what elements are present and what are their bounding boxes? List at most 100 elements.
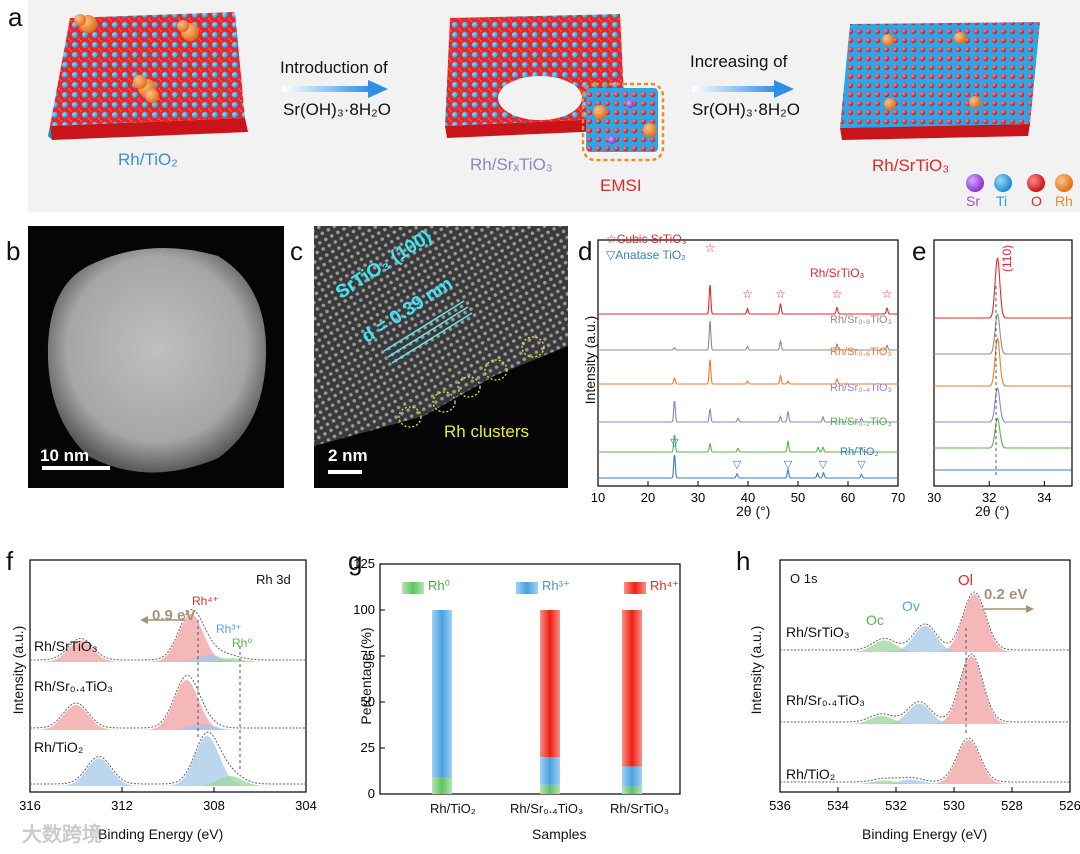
f-envelope-0	[30, 608, 305, 661]
chart-h-frame	[779, 559, 1071, 793]
f-rh4-label: Rh⁴⁺	[192, 594, 219, 608]
f-rh3-label: Rh³⁺	[216, 622, 242, 636]
step1-line2: Sr(OH)₃·8H₂O	[283, 100, 391, 119]
label-rh-srtio3: Rh/SrTiO₃	[872, 156, 950, 175]
panel-a-schematic	[48, 12, 1073, 192]
d-series-label-sr06: Rh/Sr₀.₆TiO₃	[830, 346, 892, 358]
chart-e-xrd-zoom: 30 32 34	[928, 239, 1073, 505]
f-component-1-1	[30, 705, 306, 730]
e-xtick-label-0: 30	[928, 490, 941, 505]
g-ytick-label-3: 75	[361, 648, 375, 663]
h-component-2-1	[780, 779, 1070, 784]
d-srtio3-marker-0: ☆	[705, 241, 716, 255]
f-component-2-2	[30, 776, 306, 786]
e-series-line-1	[934, 313, 1072, 355]
f-xtick-label-1: 312	[111, 798, 133, 813]
d-legend-srtio3-text: Cubic SrTiO₃	[616, 232, 687, 246]
chart-f-xps-rh3d: 316 312 308 304	[19, 559, 317, 813]
chart-h-xps-o1s: 536 534 532 530 528 526	[769, 559, 1080, 813]
h-shift-arrowhead	[1026, 605, 1034, 613]
scale-bar-b: 10 nm	[40, 446, 90, 465]
step1-line1: Introduction of	[280, 58, 388, 77]
f-envelope-2	[30, 731, 305, 785]
g-ytick-label-5: 125	[353, 556, 375, 571]
d-legend-tio2-text: Anatase TiO₂	[615, 248, 686, 262]
chart-f-frame	[29, 559, 307, 793]
rh-srxtio3-slab	[445, 14, 665, 162]
panel-f-letter: f	[6, 546, 14, 576]
rh-clusters-label: Rh clusters	[444, 422, 530, 441]
d-series-line-5	[598, 455, 898, 479]
f-component-0-3	[30, 658, 306, 662]
rh-tio2-slab	[48, 12, 248, 140]
g-legend-rh4: Rh⁴⁺	[650, 578, 680, 593]
g-ytick-label-0: 0	[368, 786, 375, 801]
h-xtick-label-1: 534	[827, 798, 849, 813]
d-srtio3-marker-4: ☆	[882, 287, 893, 301]
step2-line2: Sr(OH)₃·8H₂O	[692, 100, 800, 119]
legend-ti: Ti	[996, 193, 1008, 209]
panel-b-letter: b	[6, 236, 21, 266]
label-rh-srxtio3: Rh/SrₓTiO₃	[470, 155, 553, 174]
g-ytick-label-1: 25	[361, 740, 375, 755]
d-series-line-1	[598, 320, 898, 351]
d-xtick-label-2: 30	[691, 490, 705, 505]
d-tio2-marker-3: ▽	[819, 459, 828, 471]
panel-d-letter: d	[578, 236, 593, 266]
e-xlabel: 2θ (°)	[975, 503, 1010, 519]
d-tio2-marker-4: ▽	[857, 459, 866, 471]
g-bar-0-0	[432, 777, 452, 794]
legend-rh: Rh	[1055, 193, 1073, 209]
g-bar-2-2	[622, 610, 642, 767]
panel-b-stem-image	[28, 226, 284, 488]
d-srtio3-marker-2: ☆	[775, 287, 786, 301]
d-series-label-sr02: Rh/Sr₀.₂TiO₃	[830, 416, 892, 428]
panel-g-letter: g	[348, 546, 363, 576]
d-srtio3-marker-3: ☆	[832, 287, 843, 301]
d-series-line-3	[598, 400, 898, 423]
d-xtick-label-0: 10	[591, 490, 605, 505]
arrow-2	[692, 80, 794, 98]
h-xtick-label-3: 530	[943, 798, 965, 813]
h-series-sr04: Rh/Sr₀.₄TiO₃	[786, 692, 865, 708]
h-ol-label: Ol	[958, 572, 973, 589]
h-oc-label: Oc	[866, 612, 884, 628]
chart-g-frame	[379, 563, 681, 795]
d-xtick-label-4: 50	[791, 490, 805, 505]
panel-c-letter: c	[290, 236, 303, 266]
f-shift-arrowhead	[140, 616, 148, 624]
chart-d-xrd: ☆ ☆ ☆ ☆ ☆ ▽ ▽ ▽ ▽ ▽ 10 20 30 40 50 60 70	[591, 239, 905, 505]
g-legend-swatch-rh0	[402, 582, 424, 594]
f-envelope-1	[30, 674, 305, 729]
d-series-label-srtio3: Rh/SrTiO₃	[810, 266, 865, 280]
h-component-0-1	[780, 625, 1070, 652]
d-tio2-marker-0: ▽	[670, 437, 679, 449]
d-series-line-0	[598, 284, 898, 315]
panel-c-hrtem-image	[314, 226, 568, 488]
d-xtick-label-3: 40	[741, 490, 755, 505]
d-series-line-4	[598, 434, 898, 453]
step2-line1: Increasing of	[690, 52, 788, 71]
f-xtick-label-0: 316	[19, 798, 41, 813]
h-series-tio2: Rh/TiO₂	[786, 766, 836, 782]
h-envelope-1	[780, 653, 1070, 723]
f-rh0-label: Rh⁰	[232, 636, 253, 650]
legend-sr: Sr	[966, 193, 980, 209]
d-series-label-sr08: Rh/Sr₀.₈TiO₃	[830, 314, 893, 326]
d-xtick-label-6: 70	[891, 490, 905, 505]
h-ov-label: Ov	[902, 598, 920, 614]
g-ytick-label-4: 100	[353, 602, 375, 617]
g-ytick-label-2: 50	[361, 694, 375, 709]
h-title: O 1s	[790, 571, 818, 586]
f-title: Rh 3d	[256, 572, 291, 587]
h-xtick-label-5: 526	[1059, 798, 1080, 813]
chart-e-frame	[933, 239, 1073, 487]
g-legend-rh3: Rh³⁺	[542, 578, 570, 593]
d-series-line-2	[598, 359, 898, 385]
g-legend-swatch-rh4	[624, 582, 646, 594]
label-rh-tio2: Rh/TiO₂	[118, 150, 178, 169]
h-xlabel: Binding Energy (eV)	[862, 826, 988, 842]
e-xtick-label-2: 34	[1037, 490, 1051, 505]
e-series-line-2	[934, 337, 1072, 387]
panel-e-letter: e	[912, 236, 927, 266]
